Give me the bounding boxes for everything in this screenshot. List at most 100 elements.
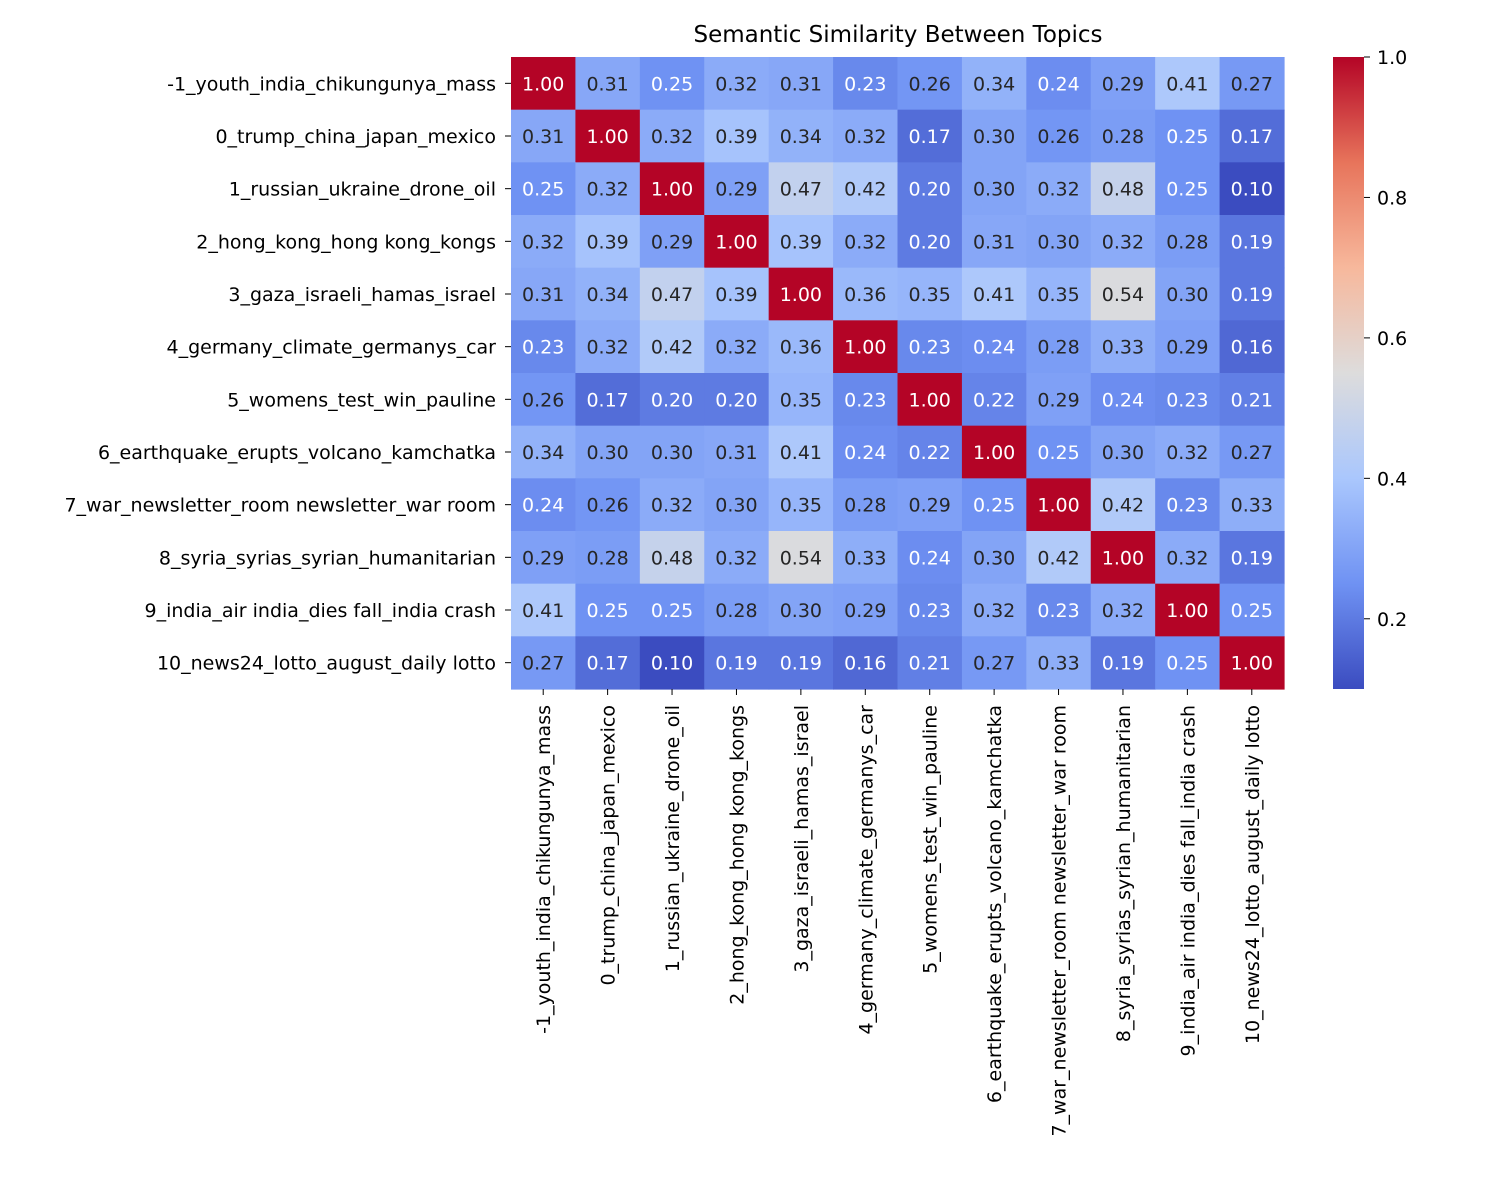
- chart-title: Semantic Similarity Between Topics: [693, 22, 1102, 48]
- cell-value-label: 0.20: [715, 389, 757, 411]
- heatmap-cell: [704, 636, 770, 690]
- x-tick-label: 1_russian_ukraine_drone_oil: [662, 705, 684, 972]
- cell-value-label: 0.23: [844, 389, 886, 411]
- heatmap-cell: [1026, 583, 1092, 637]
- heatmap-cell: [575, 320, 641, 374]
- cell-value-label: 0.31: [586, 73, 628, 95]
- heatmap-cell: [511, 636, 577, 690]
- heatmap-cell: [1155, 583, 1221, 637]
- heatmap-cell: [1219, 531, 1285, 585]
- heatmap-cell: [1026, 320, 1092, 374]
- cell-value-label: 0.27: [1231, 73, 1273, 95]
- y-tick-label: 5_womens_test_win_pauline: [227, 389, 496, 411]
- heatmap-cell: [768, 425, 834, 479]
- colorbar-gradient: [1333, 57, 1364, 689]
- cell-value-label: 0.35: [780, 495, 822, 517]
- cell-value-label: 0.17: [586, 653, 628, 675]
- heatmap-cell: [575, 215, 641, 269]
- cell-value-label: 0.24: [522, 495, 564, 517]
- cell-value-label: 0.10: [1231, 179, 1273, 201]
- heatmap-cell: [1090, 109, 1156, 163]
- cell-value-label: 0.25: [1166, 126, 1208, 148]
- heatmap-cell: [961, 583, 1027, 637]
- heatmap-cell: [897, 636, 963, 690]
- cell-value-label: 0.30: [651, 442, 693, 464]
- heatmap-cell: [833, 425, 899, 479]
- cell-value-label: 0.54: [1102, 284, 1144, 306]
- cell-value-label: 0.28: [1102, 126, 1144, 148]
- cell-value-label: 0.27: [1231, 442, 1273, 464]
- cell-value-label: 0.26: [522, 389, 564, 411]
- cell-value-label: 0.19: [1102, 653, 1144, 675]
- cell-value-label: 0.29: [1102, 73, 1144, 95]
- heatmap-cell: [897, 583, 963, 637]
- heatmap-cell: [897, 57, 963, 111]
- cell-value-label: 0.25: [1166, 179, 1208, 201]
- heatmap-cell: [833, 478, 899, 532]
- heatmap-cell: [704, 531, 770, 585]
- cell-value-label: 0.23: [1037, 600, 1079, 622]
- heatmap-cell: [1219, 162, 1285, 216]
- heatmap-cell: [1219, 425, 1285, 479]
- heatmap-cell: [1090, 215, 1156, 269]
- y-tick-label: 3_gaza_israeli_hamas_israel: [228, 284, 496, 306]
- cell-value-label: 0.25: [1166, 653, 1208, 675]
- heatmap-cell: [704, 320, 770, 374]
- heatmap-cell: [961, 320, 1027, 374]
- x-axis: -1_youth_india_chikungunya_mass 0_trump_c…: [533, 689, 1264, 1137]
- cell-value-label: 0.23: [1166, 495, 1208, 517]
- heatmap-cell: [897, 478, 963, 532]
- cell-value-label: 0.27: [973, 653, 1015, 675]
- cell-value-label: 0.23: [844, 73, 886, 95]
- cell-value-label: 1.00: [973, 442, 1015, 464]
- heatmap-cell: [961, 373, 1027, 427]
- cell-value-label: 1.00: [1102, 547, 1144, 569]
- heatmap-cell: [833, 57, 899, 111]
- heatmap-cell: [897, 215, 963, 269]
- cell-value-label: 0.16: [844, 653, 886, 675]
- heatmap-cell: [1219, 215, 1285, 269]
- cell-value-label: 0.47: [780, 179, 822, 201]
- cell-value-label: 0.33: [1037, 653, 1079, 675]
- cell-value-label: 0.36: [844, 284, 886, 306]
- heatmap-cell: [1219, 373, 1285, 427]
- cell-value-label: 0.35: [1037, 284, 1079, 306]
- heatmap-cell: [639, 583, 705, 637]
- heatmap-cell: [897, 320, 963, 374]
- heatmap-cell: [1090, 425, 1156, 479]
- cell-value-label: 0.24: [909, 547, 951, 569]
- heatmap-cell: [575, 583, 641, 637]
- cell-value-label: 0.22: [909, 442, 951, 464]
- heatmap-value-labels: 1.00 0.31 0.25 0.32 0.31 0.23 0.26 0.34 0.24 0.29…: [522, 73, 1273, 674]
- heatmap-cell: [575, 478, 641, 532]
- heatmap-cell: [1026, 531, 1092, 585]
- x-tick-label: -1_youth_india_chikungunya_mass: [533, 705, 555, 1034]
- heatmap-cell: [1155, 531, 1221, 585]
- heatmap-cell: [897, 425, 963, 479]
- y-tick-label: 6_earthquake_erupts_volcano_kamchatka: [98, 442, 496, 464]
- cell-value-label: 1.00: [780, 284, 822, 306]
- heatmap-cell: [1026, 478, 1092, 532]
- cell-value-label: 0.30: [973, 547, 1015, 569]
- cell-value-label: 0.32: [973, 600, 1015, 622]
- heatmap-cell: [1026, 215, 1092, 269]
- heatmap-cell: [833, 531, 899, 585]
- heatmap-cell: [704, 215, 770, 269]
- cell-value-label: 0.21: [1231, 389, 1273, 411]
- heatmap-cell: [768, 531, 834, 585]
- cell-value-label: 0.32: [1102, 600, 1144, 622]
- heatmap-cell: [1155, 162, 1221, 216]
- cell-value-label: 0.30: [1102, 442, 1144, 464]
- cell-value-label: 0.30: [973, 179, 1015, 201]
- cell-value-label: 0.29: [909, 495, 951, 517]
- heatmap-cell: [639, 425, 705, 479]
- heatmap-cell: [961, 109, 1027, 163]
- heatmap-cell: [833, 636, 899, 690]
- heatmap-cell: [1155, 109, 1221, 163]
- heatmap-cell: [833, 109, 899, 163]
- heatmap-cell: [575, 109, 641, 163]
- cell-value-label: 0.36: [780, 337, 822, 359]
- heatmap-cell: [961, 636, 1027, 690]
- heatmap-cell: [1155, 373, 1221, 427]
- cell-value-label: 0.22: [973, 389, 1015, 411]
